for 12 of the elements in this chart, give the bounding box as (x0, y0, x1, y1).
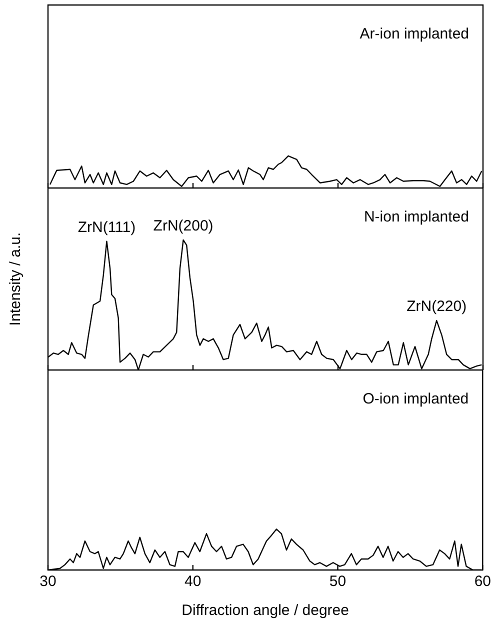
x-tick-label: 40 (184, 573, 202, 590)
annotation: ZrN(111) (78, 218, 136, 236)
y-axis-title: Intensity / a.u. (7, 232, 24, 326)
annotation: ZrN(220) (406, 298, 467, 316)
text: Ar-ion implanted (360, 26, 469, 43)
annotation: ZrN(200) (153, 218, 214, 235)
x-tick-label: 60 (474, 573, 491, 590)
text: O-ion implanted (362, 390, 469, 408)
x-tick-label: 30 (40, 573, 56, 590)
text: N-ion implanted (364, 208, 469, 226)
x-axis-title: Diffraction angle / degree (182, 602, 349, 620)
x-tick-label: 50 (329, 573, 346, 590)
